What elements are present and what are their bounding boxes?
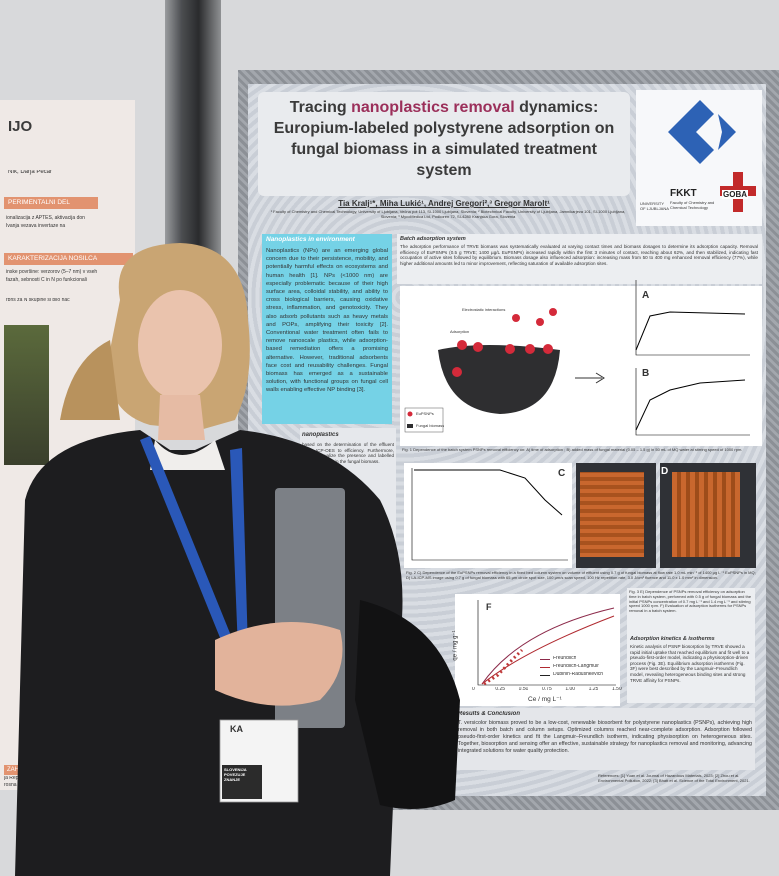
la-icp-heatmap (672, 472, 740, 557)
kinetics-text: Kinetic analysis of PSNP biosorption by … (630, 644, 750, 683)
left-section-heading: KARAKTERIZACIJA NOSILCA (4, 253, 133, 265)
panel-label: A (642, 290, 650, 301)
left-section-text: inske površine: verzorov (5–7 nm) v vseh… (6, 269, 98, 283)
methods-text: based on the determination of the efflue… (302, 442, 394, 464)
lanyard (230, 448, 248, 650)
neck (158, 395, 205, 440)
x-tick-label: 0 (472, 687, 475, 692)
references: References: [1] Yuan et al. Journal of H… (598, 774, 750, 783)
figure-caption: Fig. 2 C) Dependence of the EuPSNPs remo… (406, 571, 756, 580)
hair (60, 340, 120, 420)
left-section-text: rbns za N skupine si bilo nač (6, 298, 70, 303)
legend-label: Dubinin-Radushkevich (553, 672, 604, 677)
batch-heading: Batch adsorption system (400, 236, 466, 242)
legend-swatch (540, 659, 550, 660)
logo-university: UNIVERSITY OF LJUBLJANA (640, 202, 669, 211)
panel-label: B (642, 368, 650, 379)
intro-text: Nanoplastics (NPs) are an emerging globa… (266, 248, 388, 394)
scheme-label: Electrostatic interactions (462, 308, 506, 312)
title-part: Tracing (289, 99, 352, 116)
legend-label: Freundlich (553, 656, 577, 661)
legend-label: EuPSNPs (416, 412, 434, 416)
badge-print (222, 765, 262, 799)
results-text: T. versicolor biomass proved to be a low… (458, 720, 752, 754)
panel-label: C (558, 468, 566, 479)
title-highlight: nanoplastics removal (351, 99, 515, 116)
x-tick-label: 0.25 (495, 687, 506, 692)
batch-text: The adsorption performance of TRVE bioma… (400, 244, 758, 266)
panel-label: D (661, 466, 669, 477)
figure-caption: Fig. 1 Dependence of the batch system PS… (402, 448, 743, 452)
left-poster-title: IJO (8, 118, 33, 135)
x-tick-label: 1.00 (565, 687, 576, 692)
x-tick-label: 0.75 (542, 687, 552, 692)
intro-heading: Nanoplastics in environment (266, 236, 355, 243)
intro-box (262, 234, 392, 424)
results-box (455, 708, 755, 770)
title-box (258, 92, 630, 196)
authors: Tia Kralj¹*, Miha Lukić¹, Andrej Gregori… (338, 199, 550, 208)
x-tick-label: 1.50 (612, 687, 622, 692)
lanyard (140, 436, 236, 650)
left-poster-image (4, 325, 49, 465)
affiliations: ¹ Faculty of Chemistry and Chemical Tech… (270, 210, 626, 219)
kinetics-heading: Adsorption kinetics & isotherms (630, 636, 715, 642)
logo-fkkt: FKKT (670, 188, 697, 199)
legend-swatch (540, 675, 550, 676)
left-section-heading: PERIMENTALNI DEL (4, 197, 98, 209)
title-part: dynamics: Europium-labeled polystyrene a… (273, 99, 615, 179)
left-poster-author: Ník, Darja Pečar (8, 170, 53, 175)
figure-caption: Fig. 3 E) Dependence of PSNPs removal ef… (629, 590, 752, 614)
scheme-label: Adsorption (450, 330, 470, 334)
results-heading: Results & Conclusion (458, 711, 521, 717)
legend-swatch (540, 667, 550, 668)
side-box (627, 588, 755, 703)
shirt-collar (150, 440, 225, 470)
methods-heading: nanoplastics (302, 432, 339, 438)
left-section-text: ionalizacija z APTES, aktivacija don Iva… (6, 215, 85, 229)
bag (355, 600, 460, 809)
x-axis-label: Ce / mg L⁻¹ (528, 696, 562, 703)
x-ticks: 0 0.25 0.50 0.75 1.00 1.25 1.50 (472, 687, 622, 695)
x-tick-label: 0.50 (518, 687, 529, 692)
badge-name: KA (230, 724, 243, 734)
poster-title: Tracing nanoplastics removal dynamics: E… (262, 97, 626, 181)
pole (165, 0, 221, 260)
legend-label: Fungal biomass (416, 424, 445, 428)
badge-slogan: SLOVENIJA POVEZUJE ZNANJE (224, 768, 247, 782)
face (138, 290, 222, 400)
legend-label: Freundlich-Langmuir (553, 664, 599, 669)
batch-box (397, 234, 762, 284)
panel-label: F (486, 602, 492, 612)
la-icp-heatmap (580, 472, 644, 557)
hands (215, 622, 343, 706)
x-tick-label: 1.25 (588, 687, 599, 692)
logo-faculty: Faculty of Chemistry and Chemical Techno… (670, 201, 715, 210)
logo-goba: GOBA (722, 190, 748, 199)
